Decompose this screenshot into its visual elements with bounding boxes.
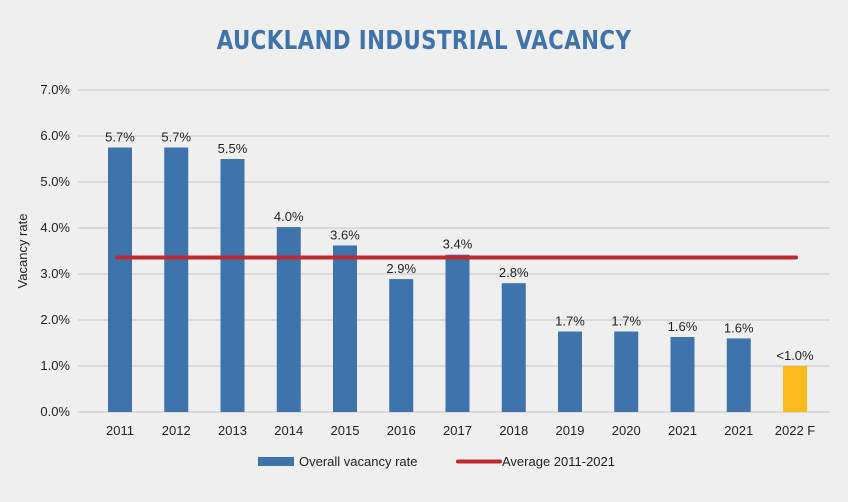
x-tick-label: 2018: [499, 423, 528, 438]
data-label: 5.5%: [218, 141, 248, 156]
bar: [614, 331, 639, 412]
bar: [276, 227, 301, 412]
bar: [164, 147, 189, 412]
y-axis-label: Vacancy rate: [15, 214, 30, 289]
y-tick-label: 0.0%: [40, 404, 70, 419]
data-label: 1.7%: [555, 314, 585, 329]
data-label: 3.6%: [330, 227, 360, 242]
chart-title: AUCKLAND INDUSTRIAL VACANCY: [216, 26, 632, 56]
bar: [783, 366, 807, 412]
x-tick-label: 2016: [387, 423, 416, 438]
legend-label-line: Average 2011-2021: [502, 454, 615, 469]
y-tick-label: 7.0%: [40, 82, 70, 97]
x-tick-label: 2021: [724, 423, 753, 438]
x-tick-label: 2022 F: [775, 423, 816, 438]
bar: [389, 279, 414, 412]
bar: [670, 337, 695, 412]
data-label: 1.7%: [611, 314, 641, 329]
bar: [501, 283, 526, 412]
legend-label-bar: Overall vacancy rate: [299, 454, 418, 469]
bar: [726, 338, 751, 412]
y-tick-label: 5.0%: [40, 174, 70, 189]
data-label: 5.7%: [161, 130, 191, 145]
x-tick-label: 2014: [274, 423, 303, 438]
y-tick-label: 4.0%: [40, 220, 70, 235]
data-label: 1.6%: [724, 320, 754, 335]
y-tick-label: 1.0%: [40, 358, 70, 373]
x-tick-label: 2012: [162, 423, 191, 438]
data-label: 4.0%: [274, 209, 304, 224]
data-label: 1.6%: [668, 319, 698, 334]
y-tick-label: 6.0%: [40, 128, 70, 143]
bar: [220, 159, 245, 412]
bar: [558, 331, 582, 412]
data-label: <1.0%: [776, 348, 814, 363]
x-tick-label: 2020: [612, 423, 641, 438]
x-tick-label: 2017: [443, 423, 472, 438]
y-tick-label: 2.0%: [40, 312, 70, 327]
data-label: 2.8%: [499, 265, 529, 280]
data-label: 2.9%: [386, 261, 416, 276]
data-label: 5.7%: [105, 130, 135, 145]
x-tick-label: 2015: [331, 423, 360, 438]
x-tick-label: 2011: [106, 423, 134, 438]
legend-swatch-bar: [258, 457, 294, 466]
x-tick-label: 2019: [556, 423, 585, 438]
bar: [445, 254, 470, 412]
x-tick-label: 2021: [668, 423, 697, 438]
data-label: 3.4%: [443, 237, 473, 252]
bar: [333, 245, 357, 412]
bar: [108, 147, 132, 412]
y-tick-label: 3.0%: [40, 266, 70, 281]
x-tick-label: 2013: [218, 423, 247, 438]
